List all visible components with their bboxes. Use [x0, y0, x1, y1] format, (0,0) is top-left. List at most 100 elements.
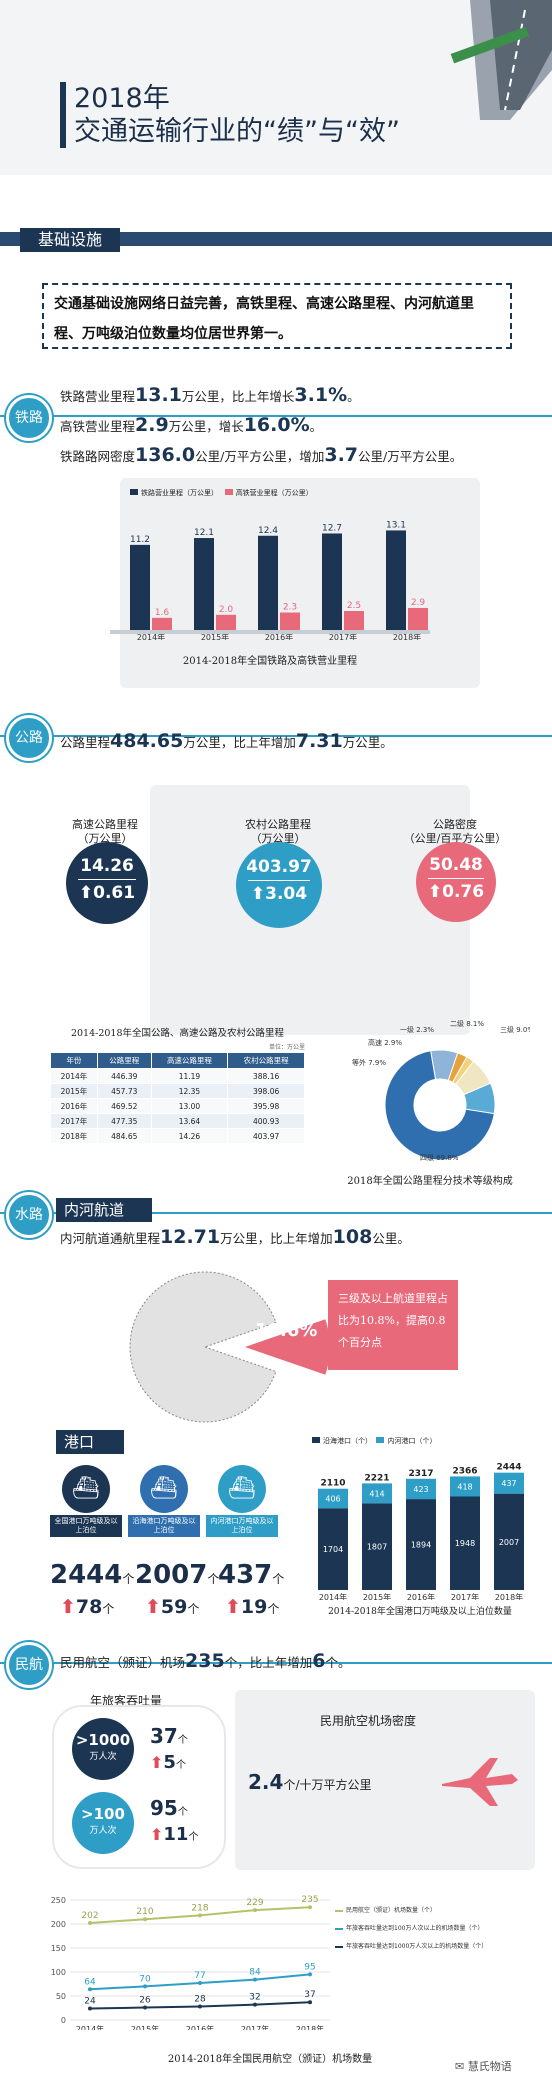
water-post: 公里。	[372, 1231, 410, 1246]
ship-icon: ⛴	[62, 1465, 110, 1513]
coastal-bar	[450, 1496, 480, 1590]
port-x-tick: 2014年	[319, 1592, 347, 1600]
rail-legend: 铁路营业里程（万公里） 高铁营业里程（万公里）	[130, 488, 313, 498]
table-row: 2018年 484.65 14.26 403.97	[50, 1128, 305, 1144]
air-point-label: 218	[191, 1903, 208, 1913]
hwy-mid: 万公里，比上年增加	[183, 735, 296, 750]
port-icon-coastal: ⛴ 沿海港口万吨级及以上泊位	[128, 1465, 200, 1537]
table-row: 2014年 446.39 11.19 388.16	[50, 1068, 305, 1084]
badge-1000-count: 37个	[150, 1724, 188, 1748]
highway-tag: 公路	[6, 715, 52, 761]
table-cell: 2018年	[50, 1128, 98, 1144]
rail-l1-num2: 3.1%	[294, 384, 348, 406]
water-line: 内河航道通航里程12.71万公里，比上年增加108公里。	[60, 1226, 410, 1248]
air-point-label: 64	[84, 1977, 96, 1987]
up-arrow-icon: ⬆	[60, 1596, 76, 1618]
table-cell: 2017年	[50, 1113, 98, 1129]
air-point	[308, 2000, 312, 2005]
air-point	[88, 2006, 92, 2011]
legend-swatch-coastal	[312, 1437, 320, 1443]
bubble-label-expressway: 高速公路里程 （万公里）	[72, 818, 138, 845]
legend-swatch-rail	[130, 489, 138, 495]
port-icon-group: ⛴ 全国港口万吨级及以上泊位 ⛴ 沿海港口万吨级及以上泊位 ⛴ 内河港口万吨级及…	[50, 1465, 280, 1605]
rail-bar	[322, 533, 342, 630]
port-delta-value: 19	[240, 1596, 268, 1618]
rail-bar-label: 13.1	[386, 520, 406, 530]
rail-bar-label: 11.2	[130, 535, 150, 545]
grade-slice-label: 二级 8.1%	[450, 1019, 484, 1028]
bubble-expressway: 14.26 ⬆0.61	[66, 842, 148, 924]
air-legend-item-2: 年旅客吞吐量达到100万人次以上的机场数量（个）	[335, 1920, 487, 1938]
density-title: 民用航空机场密度	[320, 1714, 417, 1728]
air-point	[143, 1917, 147, 1922]
rail-bar	[258, 535, 278, 630]
air-y-tick: 200	[51, 1920, 66, 1929]
badge-count-unit: 个	[177, 1807, 188, 1818]
airplane-icon	[442, 1758, 518, 1806]
port-delta-value: 78	[75, 1596, 103, 1618]
rail-l2-num: 2.9	[135, 414, 169, 436]
water-num: 12.71	[160, 1226, 221, 1248]
hwy-pre: 公路里程	[60, 735, 111, 750]
bubble-value-expressway: 14.26	[80, 856, 134, 876]
inland-bar-label: 414	[369, 1489, 384, 1498]
grade-slice	[463, 1082, 496, 1115]
hwy-post: 万公里。	[342, 735, 393, 750]
badge-delta: 11	[163, 1824, 189, 1845]
badge-100: >100 万人次	[72, 1792, 134, 1854]
port-total-label: 2366	[452, 1466, 477, 1476]
up-arrow-icon: ⬆	[427, 882, 443, 902]
hwy-table-unit: 单位：万公里	[268, 1044, 305, 1051]
coastal-bar-label: 1948	[455, 1539, 475, 1548]
air-point-label: 28	[194, 1995, 206, 2005]
legend-swatch-hsr	[224, 489, 233, 495]
rail-line-2: 高铁营业里程2.9万公里，增长16.0%。	[60, 414, 322, 436]
badge-1000-delta: ⬆5个	[150, 1752, 186, 1773]
rail-bar	[130, 544, 150, 630]
table-cell: 12.35	[150, 1083, 229, 1099]
hsr-bar	[280, 612, 300, 630]
air-point-label: 77	[194, 1971, 205, 1981]
rail-l3-pre: 铁路路网密度	[60, 449, 136, 464]
watermark-text: 慧氏物语	[467, 2060, 512, 2073]
hsr-bar-label: 2.3	[283, 603, 297, 613]
bubble-density: 50.48 ⬆0.76	[416, 842, 496, 922]
air-point	[143, 2005, 147, 2010]
hsr-bar-label: 2.0	[219, 605, 234, 615]
grade-slice	[384, 1050, 495, 1161]
table-cell: 469.52	[96, 1098, 152, 1114]
up-arrow-icon: ⬆	[150, 1825, 164, 1844]
port-delta-value: 59	[160, 1596, 188, 1618]
grade-pie-chart: 四级 69.8% 等外 7.9% 高速 2.9% 一级 2.3% 二级 8.1% 三级 9…	[352, 1019, 530, 1162]
badge-delta-unit: 个	[175, 1760, 186, 1771]
legend-swatch	[335, 1910, 343, 1912]
rail-bar-label: 12.1	[194, 528, 214, 538]
intro-box: 交通基础设施网络日益完善，高铁里程、高速公路里程、内河航道里程、万吨级泊位数量均…	[42, 283, 512, 349]
hwy-table: 年份 公路里程 高速公路里程 农村公路里程 2014年 446.39 11.19 388.1…	[50, 1052, 305, 1144]
table-cell: 403.97	[227, 1128, 305, 1144]
port-stat-inland: 437个	[218, 1560, 284, 1590]
table-cell: 477.35	[96, 1113, 152, 1129]
density-unit: 个/十万平方公里	[283, 1778, 372, 1792]
coastal-bar	[318, 1508, 348, 1590]
table-cell: 446.39	[96, 1068, 152, 1084]
bubble-label-rural: 农村公路里程 （万公里）	[245, 818, 311, 845]
air-point	[143, 1984, 147, 1989]
up-arrow-icon: ⬆	[78, 883, 94, 903]
coastal-bar-label: 1704	[323, 1545, 343, 1554]
air-point	[198, 1913, 202, 1918]
hwy-table-title: 2014-2018年全国公路、高速公路及农村公路里程	[70, 1028, 285, 1039]
air-x-tick: 2015年	[131, 2024, 159, 2030]
density-stat: 2.4个/十万平方公里	[248, 1770, 371, 1794]
bubble-delta-rural: ⬆3.04	[236, 884, 322, 904]
hsr-bar	[216, 614, 236, 630]
air-x-tick: 2018年	[296, 2024, 324, 2030]
legend-label-hsr: 高铁营业里程（万公里）	[235, 489, 313, 497]
table-cell: 2016年	[50, 1098, 98, 1114]
port-x-tick: 2016年	[407, 1592, 435, 1600]
wechat-icon: ✉	[455, 2060, 468, 2073]
section-tag: 基础设施	[20, 228, 120, 252]
inland-bar-label: 406	[325, 1494, 340, 1503]
port-icon-inland: ⛴ 内河港口万吨级及以上泊位	[206, 1465, 278, 1537]
air-y-tick: 0	[61, 2016, 66, 2025]
